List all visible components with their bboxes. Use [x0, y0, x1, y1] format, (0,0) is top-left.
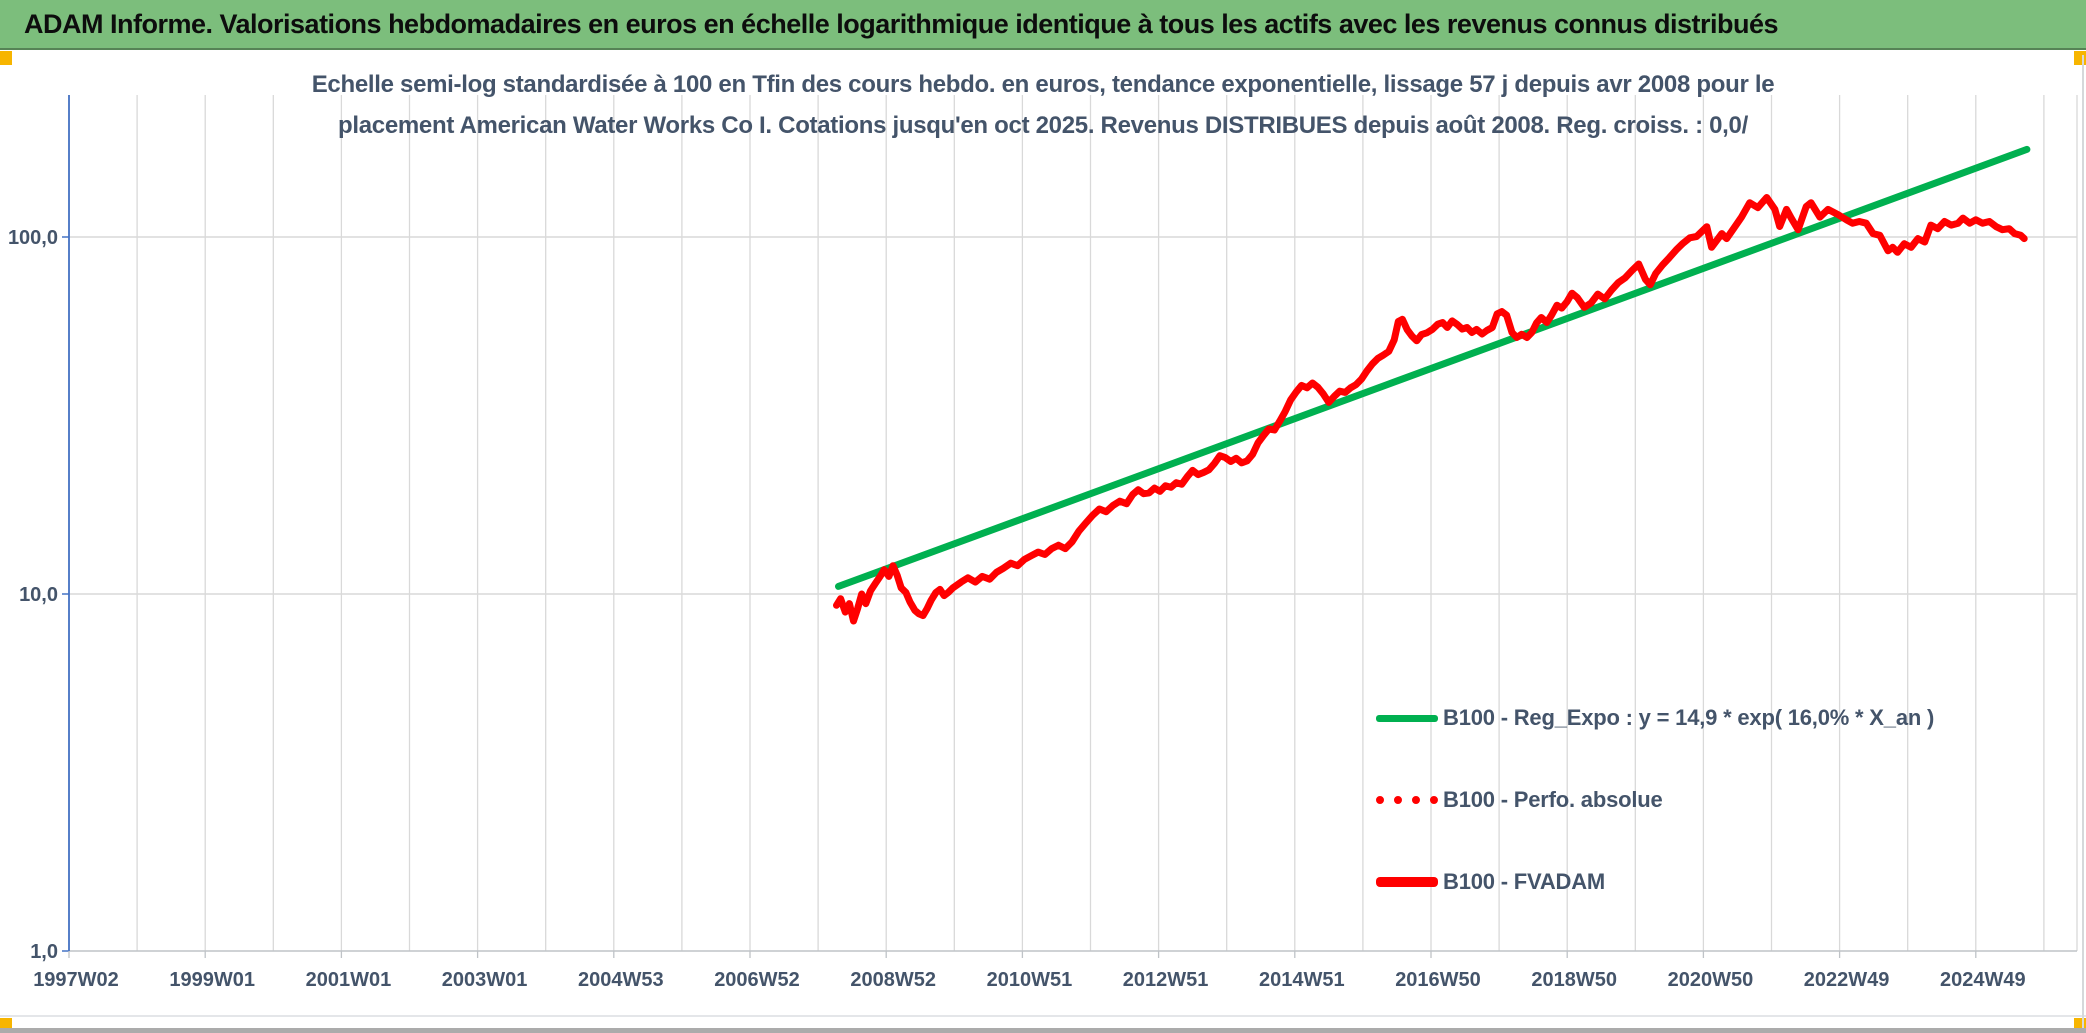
- x-tick-label: 2008W52: [850, 969, 936, 991]
- x-tick-label: 2010W51: [987, 969, 1073, 991]
- chart-frame-bottom-hairline: [0, 1015, 2086, 1017]
- legend-label: B100 - Perfo. absolue: [1443, 787, 1663, 812]
- legend-item-perfo-absolue[interactable]: B100 - Perfo. absolue: [1376, 782, 1934, 818]
- x-tick-label: 2024W49: [1940, 969, 2026, 991]
- red-line-icon: [1376, 877, 1438, 887]
- legend-item-fvadam[interactable]: B100 - FVADAM: [1376, 864, 1934, 900]
- y-tick-label: 10,0: [19, 584, 58, 606]
- green-line-icon: [1376, 714, 1438, 722]
- page-title: ADAM Informe. Valorisations hebdomadaire…: [24, 8, 1779, 39]
- x-axis-labels: 1997W02 1999W01 2001W01 2003W01 2004W53 2006W…: [33, 969, 2025, 991]
- x-tick-label: 1997W02: [33, 969, 119, 991]
- chart-frame-right-border: [2082, 55, 2084, 1028]
- y-tick-label: 100,0: [8, 227, 58, 249]
- x-tick-label: 2001W01: [306, 969, 392, 991]
- chart-subtitle-line1: Echelle semi-log standardisée à 100 en T…: [311, 71, 1775, 98]
- series-lines[interactable]: [833, 145, 2031, 625]
- y-tick-label: 1,0: [30, 941, 58, 963]
- y-axis-labels: 100,0 10,0 1,0: [8, 227, 58, 963]
- axes: [62, 95, 2077, 958]
- series-fvadam[interactable]: [833, 194, 2028, 625]
- x-tick-label: 2020W50: [1668, 969, 1754, 991]
- header-bar: ADAM Informe. Valorisations hebdomadaire…: [0, 0, 2086, 50]
- x-tick-label: 2006W52: [714, 969, 800, 991]
- legend-label: B100 - Reg_Expo : y = 14,9 * exp( 16,0% …: [1443, 705, 1935, 730]
- red-dotted-line-icon: [1376, 796, 1438, 804]
- x-tick-label: 2014W51: [1259, 969, 1345, 991]
- x-tick-label: 2018W50: [1531, 969, 1617, 991]
- legend-item-reg-expo[interactable]: B100 - Reg_Expo : y = 14,9 * exp( 16,0% …: [1376, 700, 1934, 736]
- chart-frame-bottom-bar: [0, 1028, 2086, 1033]
- x-tick-label: 2012W51: [1123, 969, 1209, 991]
- selection-handle-top-left[interactable]: [0, 51, 12, 65]
- x-tick-label: 2003W01: [442, 969, 528, 991]
- x-tick-label: 2016W50: [1395, 969, 1481, 991]
- x-tick-label: 2022W49: [1804, 969, 1890, 991]
- legend-label: B100 - FVADAM: [1443, 869, 1606, 894]
- chart-subtitle-line2: placement American Water Works Co I. Cot…: [338, 112, 1748, 139]
- x-tick-label: 1999W01: [169, 969, 255, 991]
- chart-subtitle: Echelle semi-log standardisée à 100 en T…: [143, 64, 1943, 146]
- series-reg-expo[interactable]: [835, 145, 2031, 590]
- x-tick-label: 2004W53: [578, 969, 664, 991]
- chart-legend[interactable]: B100 - Reg_Expo : y = 14,9 * exp( 16,0% …: [1376, 700, 1934, 946]
- horizontal-gridlines: [69, 236, 2077, 595]
